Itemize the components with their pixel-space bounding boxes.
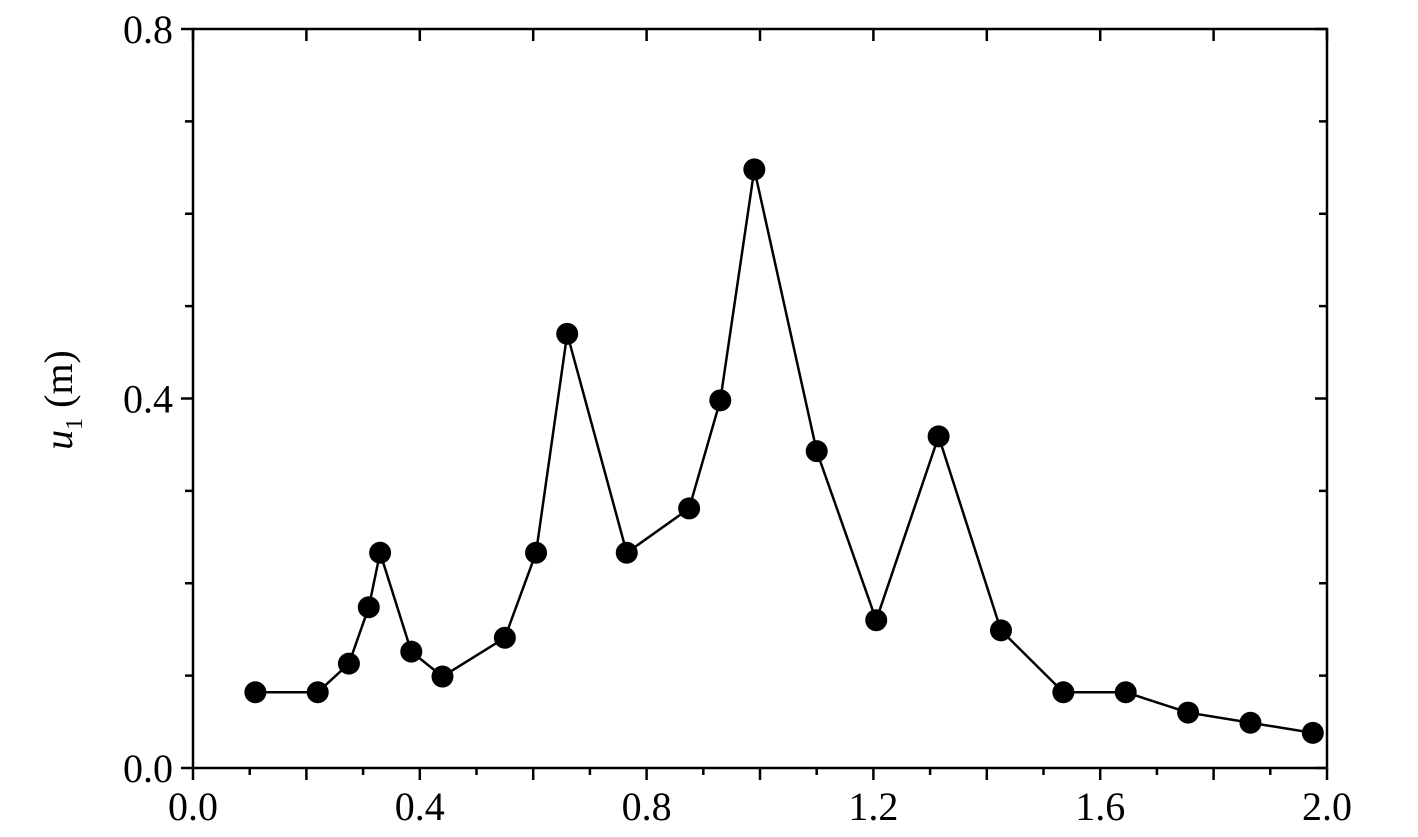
data-point [927, 425, 950, 448]
data-point [1239, 711, 1262, 734]
data-point [493, 626, 516, 649]
data-point [1301, 721, 1324, 744]
data-point [306, 681, 329, 704]
data-point [678, 497, 701, 520]
data-point [805, 440, 828, 463]
y-tick-label: 0.4 [123, 377, 173, 422]
data-point [1177, 701, 1200, 724]
data-point [1052, 681, 1075, 704]
data-point [525, 541, 548, 564]
data-point [743, 158, 766, 181]
data-point [400, 640, 423, 663]
y-label-unit: (m) [36, 350, 81, 408]
data-point [431, 665, 454, 688]
data-point [556, 322, 579, 345]
data-point [337, 652, 360, 675]
data-point [989, 619, 1012, 642]
y-label-subscript: 1 [62, 418, 88, 430]
x-tick-label: 0.4 [395, 784, 445, 829]
plot-frame [191, 27, 1329, 770]
data-point [615, 541, 638, 564]
x-tick-label: 0.0 [168, 784, 218, 829]
y-label-symbol: u [36, 430, 81, 450]
data-point [1114, 681, 1137, 704]
x-tick-label: 2.0 [1302, 784, 1352, 829]
data-point [244, 681, 267, 704]
x-tick-label: 0.8 [622, 784, 672, 829]
data-point [865, 609, 888, 632]
x-tick-label: 1.2 [848, 784, 898, 829]
y-axis-label: u1 (m) [36, 350, 88, 450]
data-point [357, 596, 380, 619]
data-point [709, 389, 732, 412]
x-tick-label: 1.6 [1075, 784, 1125, 829]
data-point [369, 541, 392, 564]
y-tick-label: 0.0 [123, 746, 173, 791]
y-tick-label: 0.8 [123, 7, 173, 52]
